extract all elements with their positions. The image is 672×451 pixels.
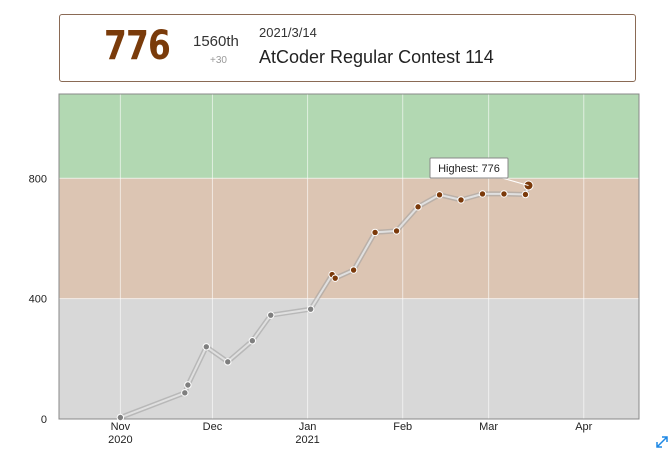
data-point-18 (521, 190, 530, 199)
rating-diff: +30 (210, 55, 227, 66)
data-point-14 (435, 191, 444, 199)
highest-callout-box (429, 157, 509, 179)
rating-band-2 (59, 94, 639, 179)
plot-frame (58, 93, 640, 420)
expand-icon[interactable] (655, 435, 669, 449)
y-tick-label-2: 800 (29, 173, 47, 185)
data-point-17 (500, 190, 508, 198)
rating-band-1 (59, 178, 639, 299)
x-tick-sublabel-0: 2020 (108, 434, 132, 446)
data-point-11 (371, 228, 379, 237)
rating-band-0 (59, 298, 639, 419)
x-tick-label-4: Mar (479, 421, 498, 433)
data-point-4 (224, 358, 232, 366)
contest-info-card: 776 1560th +30 2021/3/14 AtCoder Regular… (59, 14, 636, 82)
contest-name: AtCoder Regular Contest 114 (259, 47, 494, 67)
data-point-15 (457, 196, 465, 204)
x-tick-label-1: Dec (203, 421, 223, 433)
highest-connector (501, 177, 529, 186)
x-tick-label-5: Apr (575, 421, 592, 433)
data-point-10 (349, 266, 358, 274)
data-point-16 (478, 190, 487, 198)
y-tick-label-0: 0 (41, 414, 47, 426)
data-point-5 (248, 337, 257, 345)
series-line (120, 185, 530, 419)
data-point-2 (184, 381, 192, 389)
x-tick-label-0: Nov (111, 421, 131, 433)
x-tick-sublabel-2: 2021 (295, 434, 319, 446)
y-tick-label-1: 400 (29, 294, 47, 306)
x-tick-label-3: Feb (393, 421, 412, 433)
place-rank: 1560th (193, 33, 239, 50)
data-point-7 (306, 305, 315, 313)
x-tick-label-2: Jan (299, 421, 317, 433)
contest-date: 2021/3/14 (259, 25, 317, 40)
data-point-3 (202, 343, 211, 351)
highest-callout-label: Highest: 776 (438, 163, 500, 175)
rating-value: 776 (104, 23, 171, 69)
data-point-9 (331, 274, 339, 282)
data-point-12 (392, 227, 401, 235)
data-point-0 (116, 413, 125, 422)
data-point-1 (181, 389, 189, 397)
data-point-13 (414, 203, 422, 211)
data-point-6 (267, 311, 275, 319)
